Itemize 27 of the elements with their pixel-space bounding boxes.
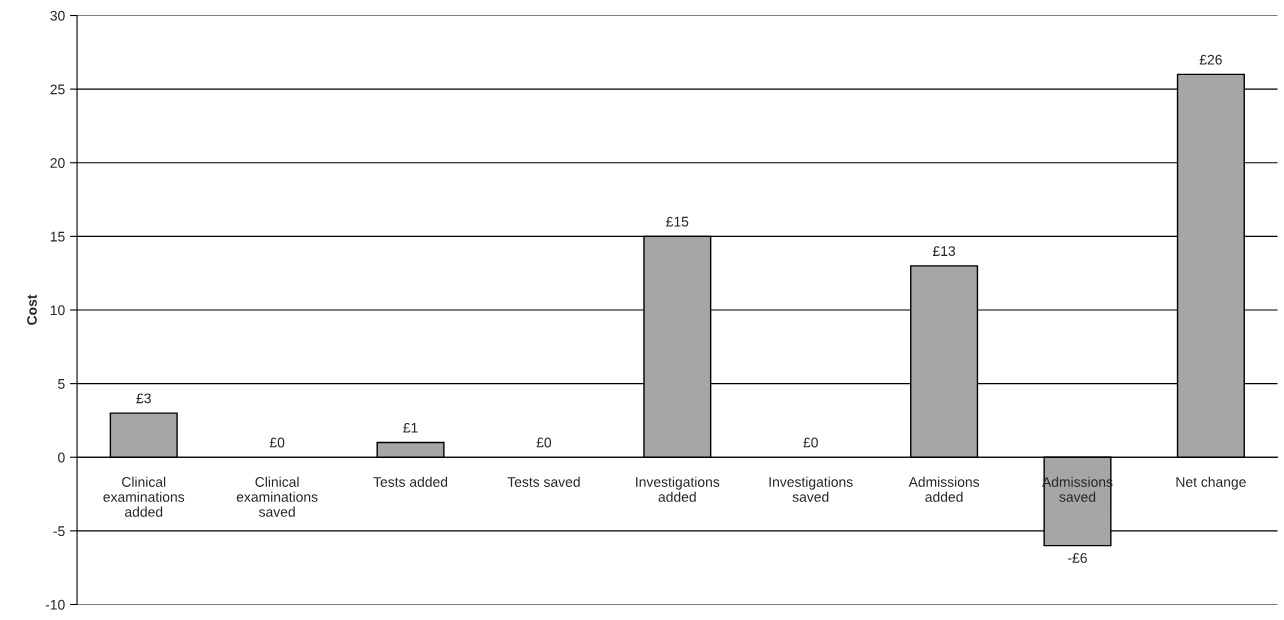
- x-tick-label: Tests saved: [507, 476, 580, 487]
- y-tick-label: 0: [58, 452, 65, 463]
- y-tick-label: 30: [50, 10, 65, 21]
- x-tick-label: Investigations saved: [769, 476, 853, 502]
- x-tick-label: Admissions added: [908, 476, 980, 502]
- y-axis-title: Cost: [27, 294, 37, 325]
- data-label: £0: [803, 437, 818, 448]
- y-tick-label: 5: [58, 379, 65, 389]
- x-tick-label: Clinical examinations added: [103, 476, 185, 517]
- data-label: £1: [403, 422, 418, 433]
- x-tick-label: Net change: [1176, 476, 1246, 490]
- y-tick-label: 25: [50, 84, 65, 95]
- data-label: -£6: [1068, 553, 1087, 563]
- y-tick-label: 10: [50, 305, 65, 316]
- x-tick-label: Clinical examinations saved: [236, 476, 318, 517]
- y-tick-label: -10: [45, 599, 65, 610]
- y-tick-label: 20: [50, 158, 65, 168]
- y-tick-label: -5: [53, 526, 65, 537]
- y-tick-label: 15: [50, 231, 65, 242]
- data-label: £13: [932, 246, 956, 257]
- x-tick-label: Tests added: [373, 476, 448, 487]
- data-label: £0: [269, 437, 285, 448]
- x-tick-label: Investigations added: [636, 476, 720, 502]
- data-label: £15: [666, 216, 689, 227]
- data-label: £0: [536, 437, 552, 448]
- data-label: £3: [136, 393, 151, 404]
- data-label: £26: [1199, 54, 1222, 65]
